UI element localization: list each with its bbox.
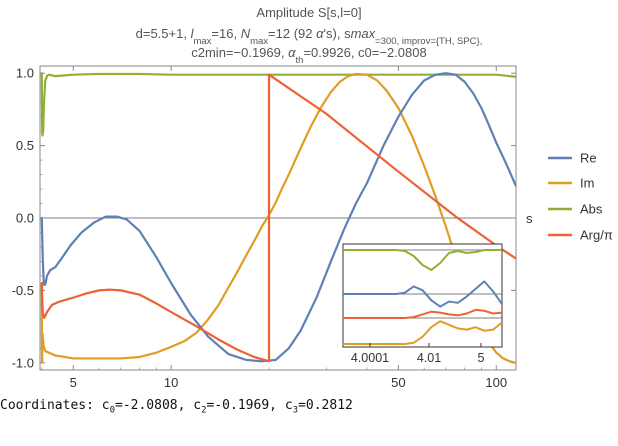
inset-x-tick-label: 5 <box>478 351 485 365</box>
chart-subtitle-line-1: d=5.5+1, lmax=16, Nmax=12 (92 α's), smax… <box>136 26 483 47</box>
inset-x-tick-label: 4.0001 <box>351 351 389 365</box>
x-axis-label: s <box>526 211 533 226</box>
inset-line-arg <box>343 308 502 319</box>
x-tick-label: 100 <box>485 375 507 390</box>
legend-label-abs: Abs <box>580 202 603 217</box>
y-tick-label: 1.0 <box>16 66 34 81</box>
y-tick-label: 0.5 <box>16 138 34 153</box>
coordinate-c0: c0=-2.0808 <box>101 398 178 416</box>
amplitude-chart: Amplitude S[s,l=0] d=5.5+1, lmax=16, Nmax… <box>12 5 613 390</box>
x-tick-label: 5 <box>70 375 77 390</box>
chart-subtitle-line-2: c2min=−0.1969, αth=0.9926, c0=−2.0808 <box>191 45 426 66</box>
y-tick-label: 0.0 <box>16 211 34 226</box>
legend-label-arg: Arg/π <box>580 228 613 243</box>
x-tick-label: 10 <box>164 375 178 390</box>
coordinates-prefix: Coordinates: <box>0 398 102 413</box>
series-line-arg <box>40 73 516 363</box>
legend-label-im: Im <box>580 176 594 191</box>
inset-frame <box>342 243 503 348</box>
chart-title: Amplitude S[s,l=0] <box>256 5 361 20</box>
y-tick-label: -1.0 <box>12 355 34 370</box>
series-line-im <box>40 72 516 364</box>
series-line-abs <box>40 72 516 137</box>
inset-line-re <box>343 280 502 308</box>
legend-label-re: Re <box>580 151 597 166</box>
x-tick-label: 50 <box>391 375 405 390</box>
inset-line-abs <box>343 249 502 271</box>
coordinate-c3: c3=0.2812 <box>284 398 353 416</box>
coordinate-c2: c2=-0.1969 <box>193 398 270 416</box>
inset-x-tick-label: 4.01 <box>417 351 441 365</box>
coordinates-readout: Coordinates: c0=-2.0808, c2=-0.1969, c3=… <box>0 398 353 416</box>
y-tick-label: -0.5 <box>12 283 34 298</box>
series-group <box>40 72 516 364</box>
